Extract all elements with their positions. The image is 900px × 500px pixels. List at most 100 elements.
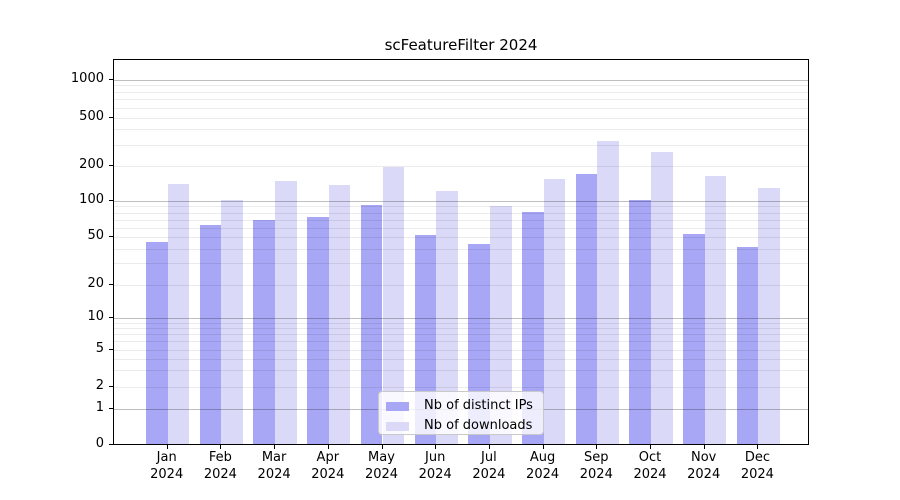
x-tick-label: Apr 2024 <box>311 450 345 482</box>
bar-nb-of-distinct-ips-mar-2024 <box>253 219 276 444</box>
bar-nb-of-distinct-ips-apr-2024 <box>307 216 329 444</box>
bar-nb-of-distinct-ips-feb-2024 <box>199 224 222 444</box>
y-tick-label: 0 <box>95 436 104 451</box>
bar-nb-of-downloads-mar-2024 <box>275 181 297 444</box>
bar-nb-of-distinct-ips-oct-2024 <box>629 200 651 444</box>
bar-nb-of-distinct-ips-jan-2024 <box>146 242 168 444</box>
x-tick-label: Nov 2024 <box>687 450 721 482</box>
gridline-major <box>114 201 808 202</box>
x-tick-label: Aug 2024 <box>526 450 560 482</box>
y-tick-mark <box>109 283 113 285</box>
x-tick-mark <box>757 445 759 449</box>
bar-nb-of-distinct-ips-sep-2024 <box>575 173 598 444</box>
x-tick-label: Sep 2024 <box>579 450 613 482</box>
x-tick-mark <box>488 445 490 449</box>
x-tick-label: Jul 2024 <box>472 450 506 482</box>
legend-item-distinct-ips: Nb of distinct IPs <box>386 398 543 414</box>
legend-swatch-downloads <box>386 421 409 431</box>
y-tick-label: 20 <box>87 275 104 291</box>
bar-nb-of-downloads-feb-2024 <box>221 199 244 444</box>
gridline-minor <box>114 263 808 265</box>
bar-nb-of-downloads-aug-2024 <box>543 178 566 444</box>
y-tick-label: 1000 <box>70 70 104 86</box>
x-tick-label: Jan 2024 <box>150 450 184 482</box>
y-tick-mark <box>109 444 113 445</box>
y-tick-mark <box>109 116 113 118</box>
gridline-minor <box>114 349 808 351</box>
gridline-major <box>114 318 808 319</box>
gridline-minor <box>114 99 808 101</box>
y-tick-label: 10 <box>87 309 104 324</box>
legend: Nb of distinct IPs Nb of downloads <box>378 391 544 435</box>
bar-nb-of-distinct-ips-nov-2024 <box>683 233 705 444</box>
bar-nb-of-downloads-nov-2024 <box>704 176 727 444</box>
gridline-minor <box>114 212 808 214</box>
bar-nb-of-distinct-ips-may-2024 <box>360 204 383 444</box>
gridline-minor <box>114 248 808 250</box>
x-tick-label: Oct 2024 <box>633 450 667 482</box>
bar-nb-of-downloads-oct-2024 <box>651 151 673 444</box>
x-tick-mark <box>166 445 168 449</box>
gridline-minor <box>114 334 808 336</box>
bar-nb-of-downloads-may-2024 <box>382 166 405 444</box>
y-tick-label: 500 <box>79 108 104 124</box>
bar-nb-of-downloads-jul-2024 <box>489 206 512 444</box>
gridline-minor <box>114 206 808 208</box>
bar-nb-of-downloads-jan-2024 <box>167 183 190 444</box>
gridline-minor <box>114 322 808 324</box>
gridline-minor <box>114 284 808 286</box>
gridline-minor <box>114 117 808 119</box>
y-tick-mark <box>109 236 113 237</box>
bar-nb-of-distinct-ips-dec-2024 <box>736 247 759 444</box>
y-tick-mark <box>109 165 113 166</box>
x-tick-mark <box>596 445 598 449</box>
gridline-minor <box>114 341 808 343</box>
gridline-major <box>114 79 808 81</box>
plot-area <box>113 59 809 445</box>
gridline-minor <box>114 85 808 87</box>
y-tick-mark <box>109 386 113 387</box>
y-tick-mark <box>109 200 113 201</box>
gridline-minor <box>114 219 808 221</box>
x-tick-label: Dec 2024 <box>740 450 774 482</box>
legend-swatch-distinct-ips <box>386 401 409 411</box>
y-tick-label: 5 <box>95 340 104 356</box>
x-tick-label: Feb 2024 <box>203 450 237 482</box>
x-tick-mark <box>542 445 544 449</box>
y-tick-label: 2 <box>95 378 104 393</box>
bar-nb-of-downloads-dec-2024 <box>758 187 781 444</box>
x-tick-label: Jun 2024 <box>418 450 452 482</box>
gridline-minor <box>114 91 808 93</box>
gridline-minor <box>114 328 808 330</box>
x-tick-mark <box>435 445 437 449</box>
x-tick-mark <box>327 445 329 449</box>
gridline-minor <box>114 387 808 388</box>
legend-item-downloads: Nb of downloads <box>386 418 543 434</box>
y-tick-label: 1 <box>95 399 104 415</box>
y-tick-mark <box>109 78 113 80</box>
x-tick-mark <box>650 445 651 449</box>
y-tick-mark <box>109 317 113 318</box>
x-tick-mark <box>381 445 383 449</box>
y-tick-label: 100 <box>79 192 104 207</box>
gridline-minor <box>114 107 808 109</box>
x-tick-label: May 2024 <box>364 450 399 482</box>
legend-label-distinct-ips: Nb of distinct IPs <box>424 398 533 413</box>
bar-nb-of-downloads-apr-2024 <box>328 185 351 444</box>
bar-nb-of-downloads-sep-2024 <box>597 141 619 444</box>
gridline-minor <box>114 166 808 167</box>
x-tick-label: Mar 2024 <box>257 450 291 482</box>
chart-title: scFeatureFilter 2024 <box>384 36 538 54</box>
bar-nb-of-distinct-ips-aug-2024 <box>521 211 544 444</box>
x-tick-mark <box>220 445 222 449</box>
bar-nb-of-downloads-jun-2024 <box>436 190 458 444</box>
gridline-minor <box>114 358 808 360</box>
y-tick-label: 200 <box>79 157 104 172</box>
gridline-minor <box>114 370 808 372</box>
gridline-minor <box>114 144 808 146</box>
y-tick-mark <box>109 407 113 409</box>
x-tick-mark <box>274 445 276 449</box>
y-tick-label: 50 <box>87 228 104 243</box>
gridline-minor <box>114 129 808 131</box>
